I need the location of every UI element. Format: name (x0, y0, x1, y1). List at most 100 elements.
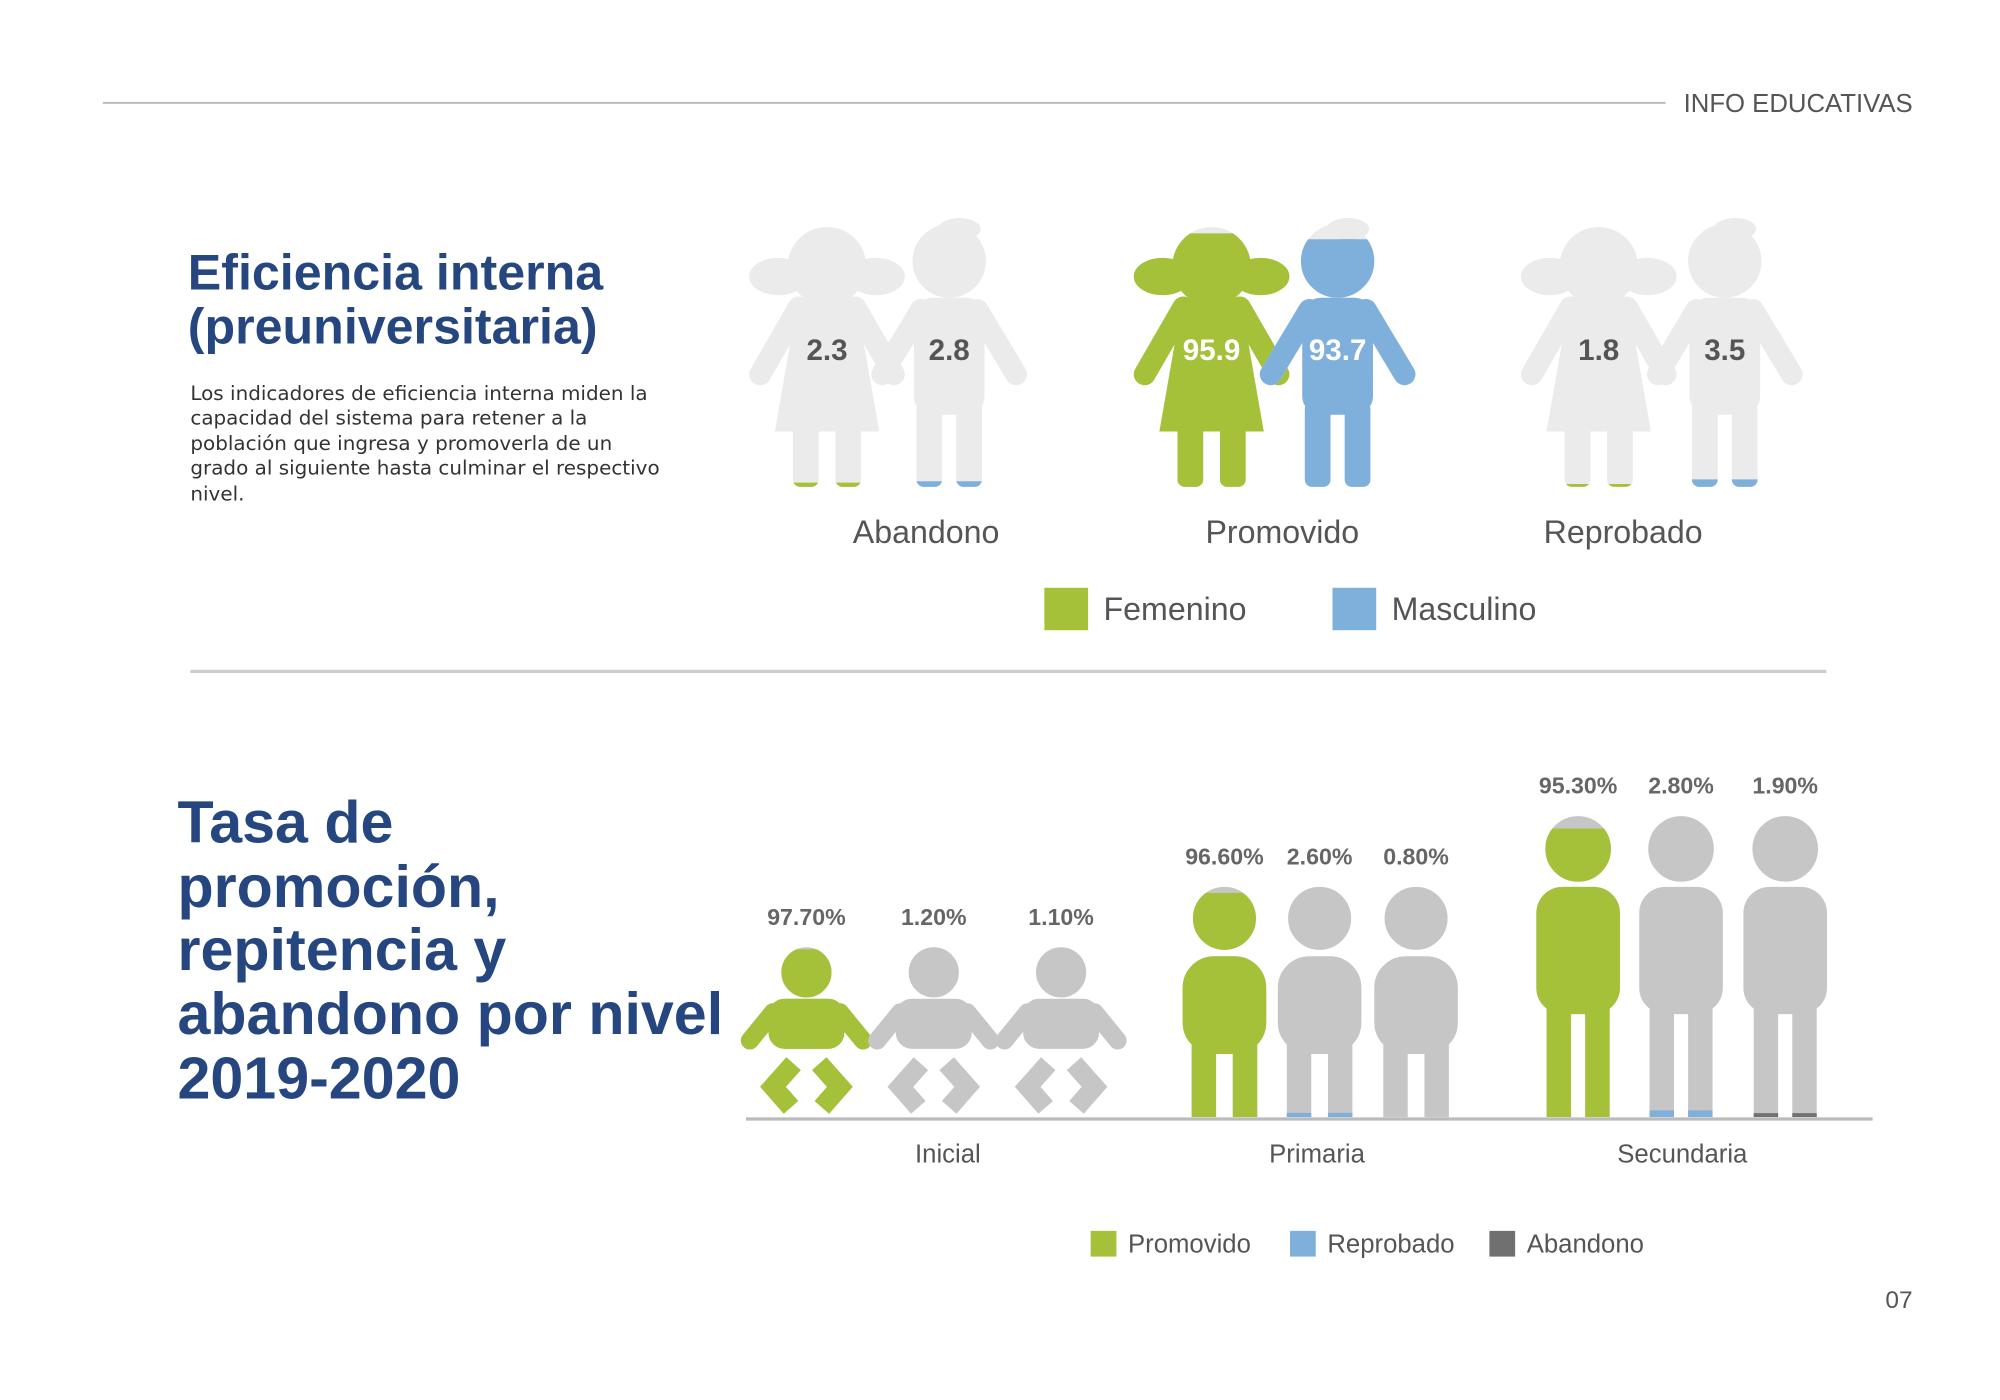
description-box: Los indicadores de eficiencia interna mi… (190, 381, 660, 505)
figure-part (1564, 417, 1591, 487)
figure-fill (1536, 828, 1620, 1118)
figure-part (835, 417, 862, 487)
figure-fill (793, 482, 861, 487)
value-label: 1.20% (901, 904, 967, 930)
legend-label: Femenino (1104, 591, 1247, 627)
legend-swatch (1044, 587, 1089, 631)
figure-fill (916, 481, 982, 487)
category-label: Promovido (1205, 514, 1359, 550)
chart-title: Eficiencia interna (preuniversitaria) (187, 246, 604, 356)
figure-silhouette (1277, 886, 1362, 1118)
legend-label: Abandono (1527, 1231, 1644, 1259)
figure-part (1639, 886, 1723, 1015)
figure-part (1731, 479, 1758, 487)
description: Los indicadores de eficiencia interna mi… (190, 381, 660, 505)
figure-part (1753, 1002, 1779, 1118)
title-box: Tasa de promoción, repitencia y abandono… (177, 790, 724, 1111)
legend-swatch (1489, 1230, 1516, 1257)
figure-part (1691, 401, 1718, 487)
figure-fill (1691, 479, 1758, 487)
figure-part (887, 1057, 929, 1114)
figure-fill (1286, 1112, 1353, 1118)
figure-part (1326, 218, 1370, 240)
figure-part (916, 401, 943, 487)
figure-part (792, 417, 819, 487)
category-label: Abandono (853, 514, 1000, 550)
figure-part (1688, 1002, 1713, 1118)
category-label: Secundaria (1617, 1141, 1748, 1169)
figure-part (1159, 297, 1264, 432)
figure-part (1545, 828, 1611, 882)
figure-part (908, 947, 959, 998)
figure-part (1713, 218, 1757, 240)
figure-part (1688, 1110, 1713, 1118)
figure-part (995, 1003, 1037, 1050)
figure-part (871, 299, 932, 386)
figure-part (1023, 998, 1100, 1049)
figure-part (1566, 483, 1589, 487)
figure-part (781, 949, 832, 998)
figure-silhouette (868, 947, 1000, 1114)
figure-part (1559, 227, 1638, 306)
figure-part (1327, 1112, 1353, 1118)
figure-part (1014, 1057, 1056, 1114)
figure-part (1608, 483, 1632, 487)
category-label: Inicial (915, 1141, 981, 1169)
category-label: Reprobado (1544, 514, 1703, 550)
figure-part (760, 1057, 801, 1114)
figure-silhouette (1646, 218, 1803, 487)
figure-part (1177, 417, 1204, 487)
value-label: 93.7 (1309, 334, 1367, 367)
figure-part (1300, 239, 1375, 298)
value-label: 1.90% (1752, 773, 1818, 799)
legend-swatch (1332, 587, 1377, 631)
figure-part (966, 299, 1028, 386)
figure-part (938, 218, 981, 240)
figure-part (1520, 296, 1582, 386)
figure-part (1172, 233, 1251, 306)
header: INFO EDUCATIVAS (1684, 90, 1913, 118)
figure-fill (1133, 233, 1290, 487)
figure-part (749, 296, 810, 386)
value-label: 1.8 (1578, 334, 1619, 367)
figure-part (1286, 1038, 1312, 1118)
legend-label: Masculino (1392, 591, 1537, 627)
figure-part (1743, 886, 1828, 1015)
figure-silhouette (1639, 816, 1723, 1118)
figure-fill (1182, 892, 1267, 1118)
figure-part (1753, 1113, 1779, 1118)
figure-part (1691, 479, 1718, 487)
figure-part (939, 1057, 981, 1114)
figure-part (1277, 956, 1362, 1055)
figure-part (1066, 1057, 1108, 1114)
figure-part (812, 1057, 853, 1114)
chart-title: Tasa de promoción, repitencia y abandono… (177, 790, 724, 1111)
figure-part (1354, 299, 1416, 386)
legend-swatch (1090, 1230, 1117, 1257)
figure-part (1288, 886, 1352, 950)
figure-part (1192, 892, 1256, 950)
figure-part (1259, 299, 1321, 386)
figure-silhouette (1743, 816, 1828, 1118)
figure-part (1344, 401, 1371, 487)
figure-part (774, 297, 880, 432)
figure-part (1646, 299, 1708, 386)
figure-part (1302, 297, 1373, 415)
value-label: 95.30% (1539, 773, 1617, 799)
figure-silhouette (1374, 886, 1458, 1118)
figure-part (1085, 1003, 1127, 1050)
figure-fill (1566, 483, 1632, 487)
legend-swatch (1290, 1230, 1316, 1257)
figure-part (1384, 886, 1448, 950)
legend-label: Promovido (1128, 1231, 1251, 1259)
figure-part (1546, 1002, 1572, 1118)
figure-part (740, 1003, 782, 1050)
figure-part (868, 1003, 910, 1050)
figure-part (1036, 947, 1087, 998)
figure-part (1374, 956, 1458, 1055)
page-number: 07 (1885, 1287, 1912, 1314)
figure-fill (1753, 1113, 1817, 1118)
figure-part (958, 1003, 1000, 1050)
